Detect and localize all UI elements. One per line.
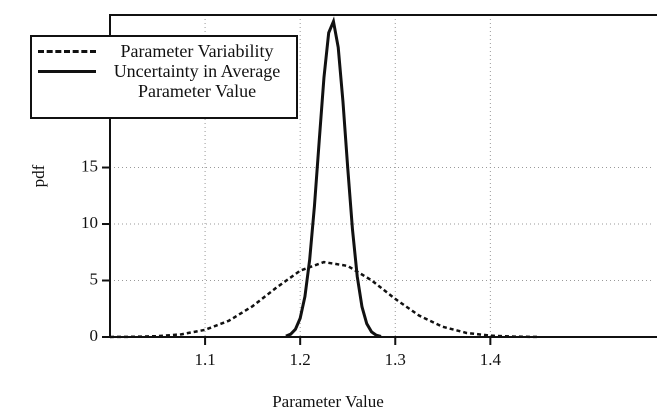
y-axis-label: pdf xyxy=(29,164,48,187)
y-tick-label: 0 xyxy=(90,326,99,345)
x-tick-label: 1.3 xyxy=(385,350,406,369)
y-tick-label: 15 xyxy=(81,156,98,175)
y-tick-label: 10 xyxy=(81,213,98,232)
legend-label: Uncertainty in Average Parameter Value xyxy=(113,61,281,101)
y-tick-label: 5 xyxy=(90,269,99,288)
line xyxy=(109,260,538,339)
legend-swatch xyxy=(38,50,96,53)
x-tick-label: 1.4 xyxy=(480,350,502,369)
line xyxy=(285,16,382,338)
legend-label: Parameter Variability xyxy=(120,41,274,61)
legend: Parameter Variability Uncertainty in Aver… xyxy=(30,35,298,119)
legend-swatch xyxy=(38,70,96,73)
x-tick-label: 1.1 xyxy=(194,350,215,369)
plot-frame xyxy=(109,14,657,338)
x-tick-label: 1.2 xyxy=(290,350,311,369)
x-axis-label: Parameter Value xyxy=(272,392,384,411)
